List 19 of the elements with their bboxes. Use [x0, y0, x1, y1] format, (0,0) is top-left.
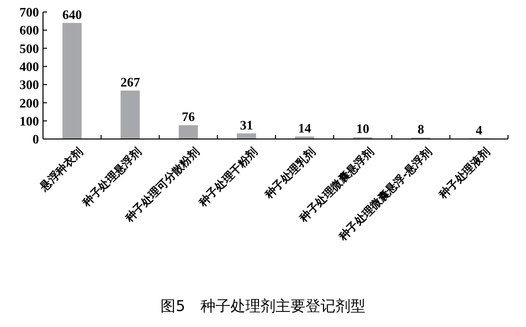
- x-tick-label: 悬浮种衣剂: [36, 145, 86, 194]
- data-label: 31: [240, 117, 253, 132]
- y-tick-label: 300: [20, 77, 39, 92]
- y-tick-label: 400: [20, 58, 39, 74]
- data-label: 8: [418, 122, 425, 137]
- y-tick-label: 200: [20, 95, 39, 110]
- data-label: 640: [62, 6, 82, 22]
- data-label: 10: [356, 121, 370, 136]
- data-label: 267: [120, 74, 140, 90]
- data-label: 14: [298, 120, 312, 136]
- data-label: 4: [476, 122, 483, 138]
- data-label: 76: [182, 109, 196, 124]
- y-tick-label: 500: [20, 40, 39, 56]
- y-tick-label: 0: [32, 132, 39, 147]
- text: 图5 种子处理剂主要登记剂型: [160, 297, 366, 315]
- y-tick-label: 600: [20, 22, 39, 38]
- y-tick-label: 700: [20, 4, 39, 20]
- x-tick-label: 种子处理液剂: [436, 145, 493, 202]
- y-tick-label: 100: [20, 113, 39, 128]
